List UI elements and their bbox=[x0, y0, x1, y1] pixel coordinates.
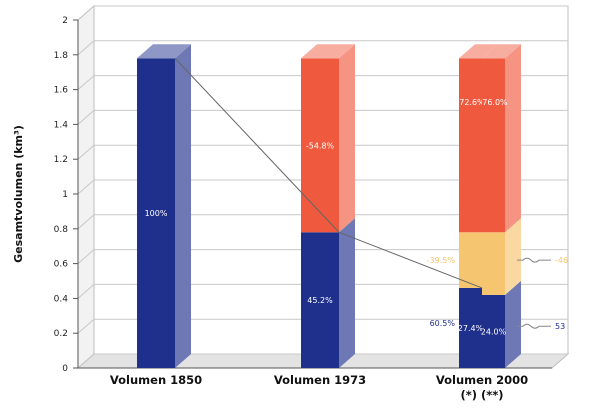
gridline-side bbox=[77, 110, 95, 125]
annotation-connector bbox=[517, 257, 551, 263]
bar-segment-side bbox=[505, 280, 521, 368]
x-category-label: Volumen 2000 bbox=[436, 373, 528, 387]
data-label: 45.2% bbox=[307, 296, 333, 305]
gridline-side bbox=[77, 284, 95, 299]
bar-segment bbox=[137, 58, 175, 368]
x-category-label: Volumen 1973 bbox=[274, 373, 366, 387]
gridline-side bbox=[77, 144, 95, 160]
bar-segment bbox=[482, 58, 505, 233]
data-label: -72.6% bbox=[456, 98, 485, 107]
annotation-label: 53 bbox=[555, 322, 565, 331]
gridline-side bbox=[77, 5, 95, 21]
bar-segment-top bbox=[301, 44, 355, 59]
gridline-side bbox=[77, 40, 95, 56]
y-axis-label: Gesamtvolumen (km³) bbox=[12, 125, 25, 263]
data-label: 24.0% bbox=[481, 327, 507, 336]
bar-segment bbox=[459, 287, 482, 368]
y-tick-label: 0 bbox=[62, 364, 68, 374]
gridline-side bbox=[77, 318, 95, 334]
y-tick-label: 2 bbox=[62, 16, 68, 26]
bar-segment-side bbox=[339, 218, 355, 368]
y-tick-label: 1 bbox=[62, 190, 68, 200]
y-tick-label: 0.6 bbox=[54, 260, 69, 270]
gridline-side bbox=[77, 249, 95, 264]
bar-segment bbox=[459, 58, 482, 233]
y-tick-label: 0.4 bbox=[54, 294, 69, 304]
bar-segment bbox=[301, 232, 339, 368]
bar-segment-top bbox=[459, 44, 498, 59]
bar-segment-top bbox=[482, 44, 521, 59]
bar-segment-top bbox=[137, 44, 191, 59]
bar-segment bbox=[482, 294, 505, 368]
x-category-sublabel: (*) (**) bbox=[460, 388, 503, 402]
y-tick-label: 0.8 bbox=[54, 225, 69, 235]
data-label: 100% bbox=[145, 209, 168, 218]
bar-segment bbox=[301, 58, 339, 233]
bar-segment-side bbox=[505, 44, 521, 233]
gridline-side bbox=[77, 214, 95, 230]
y-tick-label: 0.2 bbox=[54, 329, 68, 339]
y-tick-label: 1.4 bbox=[54, 120, 69, 130]
y-tick-label: 1.2 bbox=[54, 155, 68, 165]
annotation-label: -46 bbox=[555, 256, 568, 265]
bar-segment-side bbox=[505, 218, 521, 295]
bar-segment bbox=[459, 232, 482, 288]
annotation-label: -39.5% bbox=[427, 256, 456, 265]
y-tick-label: 1.8 bbox=[54, 51, 69, 61]
trend-line bbox=[174, 57, 483, 289]
y-tick-label: 1.6 bbox=[54, 86, 69, 96]
x-category-label: Volumen 1850 bbox=[110, 373, 202, 387]
gridline-side bbox=[77, 353, 95, 369]
gridline-side bbox=[77, 75, 95, 90]
gridline-side bbox=[77, 179, 95, 195]
bar-segment-side bbox=[175, 44, 191, 368]
annotation-label: 60.5% bbox=[430, 319, 456, 328]
bar-segment-side bbox=[339, 44, 355, 233]
annotation-connector bbox=[517, 323, 551, 329]
data-label: 27.4% bbox=[458, 324, 484, 333]
bar-segment bbox=[482, 232, 505, 295]
data-label: -54.8% bbox=[306, 141, 335, 150]
data-label: -76.0% bbox=[479, 98, 508, 107]
